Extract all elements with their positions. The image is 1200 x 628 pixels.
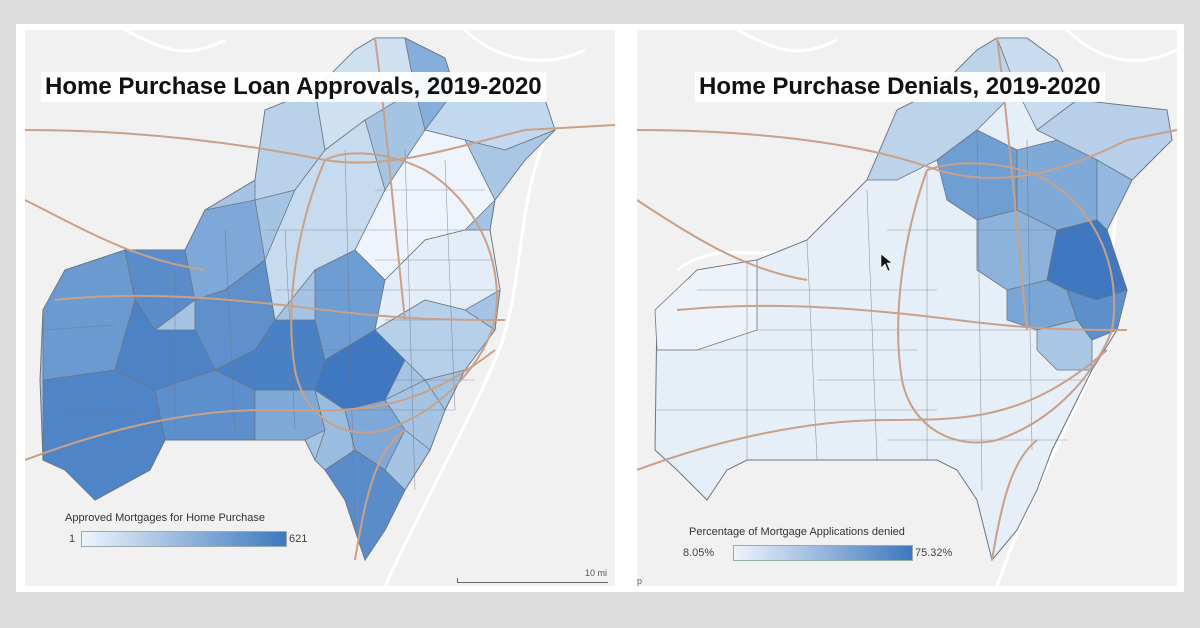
approvals-legend-title: Approved Mortgages for Home Purchase <box>65 512 265 524</box>
approvals-legend-gradient <box>81 531 287 547</box>
approvals-legend-min: 1 <box>69 533 76 545</box>
denials-legend-title: Percentage of Mortgage Applications deni… <box>689 526 905 538</box>
approvals-legend-max: 621 <box>289 533 308 545</box>
approvals-map-panel[interactable]: Home Purchase Loan Approvals, 2019-2020 … <box>25 30 615 586</box>
approvals-map[interactable] <box>25 30 615 586</box>
mouse-pointer-icon <box>880 253 893 272</box>
denials-map[interactable] <box>637 30 1177 586</box>
denials-legend-min: 8.05% <box>683 547 715 559</box>
denials-legend-max: 75.32% <box>915 547 953 559</box>
denials-map-title: Home Purchase Denials, 2019-2020 <box>695 72 1105 102</box>
denials-legend-gradient <box>733 545 913 561</box>
approvals-map-title: Home Purchase Loan Approvals, 2019-2020 <box>41 72 546 102</box>
dashboard-frame: Home Purchase Loan Approvals, 2019-2020 … <box>16 24 1184 592</box>
corner-mark: p <box>637 576 643 586</box>
map-scale-bar <box>457 578 608 583</box>
denials-map-panel[interactable]: Home Purchase Denials, 2019-2020 Percent… <box>637 30 1177 586</box>
map-scale-label: 10 mi <box>585 568 608 578</box>
